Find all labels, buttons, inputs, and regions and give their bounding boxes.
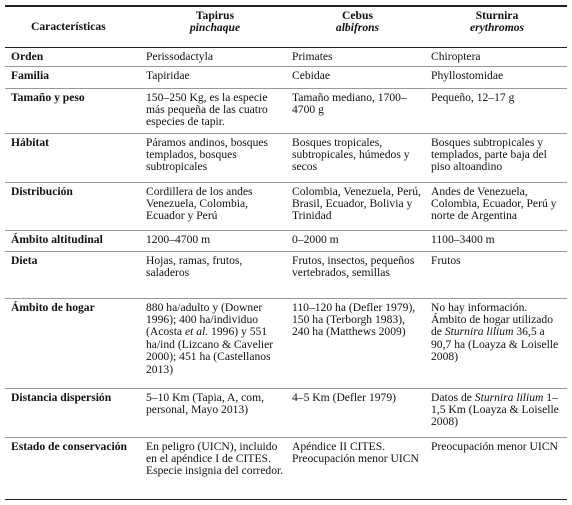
- genus: Sturnira: [475, 9, 519, 22]
- cell: Colombia, Venezuela, Perú, Brasil, Ecuad…: [288, 182, 427, 231]
- cell: No hay información. Ámbito de hogar util…: [427, 298, 567, 389]
- row-label: Hábitat: [5, 133, 142, 183]
- italic-run: et al.: [184, 325, 209, 339]
- text-run: 1–1,5 Km (Loayza & Loiselle 2008): [431, 390, 559, 429]
- row: Distribución Cordillera de los andes Vene…: [5, 182, 567, 231]
- cell: Hojas, ramas, frutos, saladeros: [142, 251, 288, 299]
- cell: En peligro (UICN), incluido en el apéndi…: [142, 437, 288, 500]
- row: Familia Tapiridae Cebidae Phyllostomidae: [5, 66, 567, 89]
- species: pinchaque: [189, 21, 241, 35]
- cell: Páramos andinos, bosques templados, bosq…: [142, 133, 288, 183]
- cell: 4–5 Km (Defler 1979): [288, 388, 427, 438]
- cell: Chiroptera: [427, 47, 567, 67]
- header-cell: Tapirus pinchaque: [142, 5, 288, 48]
- cell: 1200–4700 m: [142, 230, 288, 252]
- header-cell: Cebus albifrons: [288, 5, 427, 48]
- row: Distancia dispersión 5–10 Km (Tapia, A, c…: [5, 388, 567, 438]
- genus: Tapirus: [195, 9, 235, 22]
- header-label: Características: [5, 5, 142, 48]
- genus: Cebus: [342, 9, 373, 22]
- text-run: No hay información. Ámbito de hogar util…: [431, 300, 554, 339]
- cell: Apéndice II CITES. Preocupación menor UI…: [288, 437, 427, 500]
- row-label: Estado de conservación: [5, 437, 142, 500]
- cell: 1100–3400 m: [427, 230, 567, 252]
- cell: Andes de Venezuela, Colombia, Ecuador, P…: [427, 182, 567, 231]
- row-label: Distribución: [5, 182, 142, 231]
- row: Dieta Hojas, ramas, frutos, saladeros Frut…: [5, 251, 567, 299]
- cell: Pequeño, 12–17 g: [427, 88, 567, 134]
- cell: Cebidae: [288, 66, 427, 89]
- header-row: Características Tapirus pinchaque Cebus alb…: [5, 5, 567, 48]
- cell: Tapiridae: [142, 66, 288, 89]
- species: albifrons: [335, 21, 380, 35]
- cell: Bosques subtropicales y templados, parte…: [427, 133, 567, 183]
- row-label: Distancia dispersión: [5, 388, 142, 438]
- cell: Perissodactyla: [142, 47, 288, 67]
- italic-run: Sturnira lilium: [444, 325, 514, 339]
- row: Hábitat Páramos andinos, bosques templado…: [5, 133, 567, 183]
- row: Estado de conservación En peligro (UICN),…: [5, 437, 567, 500]
- row-label: Familia: [5, 66, 142, 89]
- cell: Datos de Sturnira lilium 1–1,5 Km (Loayz…: [427, 388, 567, 438]
- row-label: Ámbito de hogar: [5, 298, 142, 389]
- cell: Cordillera de los andes Venezuela, Colom…: [142, 182, 288, 231]
- row-label: Ámbito altitudinal: [5, 230, 142, 252]
- row: Ámbito altitudinal 1200–4700 m 0–2000 m 110…: [5, 230, 567, 252]
- cell: 150–250 Kg, es la especie más pequeña de…: [142, 88, 288, 134]
- cell: Tamaño mediano, 1700–4700 g: [288, 88, 427, 134]
- row: Ámbito de hogar 880 ha/adulto y (Downer 1…: [5, 298, 567, 389]
- species: erythromos: [469, 21, 525, 35]
- row-label: Orden: [5, 47, 142, 67]
- cell: 5–10 Km (Tapia, A, com, personal, Mayo 2…: [142, 388, 288, 438]
- cell: Frutos: [427, 251, 567, 299]
- italic-run: Sturnira lilium: [474, 390, 544, 404]
- cell: 0–2000 m: [288, 230, 427, 252]
- cell: Phyllostomidae: [427, 66, 567, 89]
- species-table: Características Tapirus pinchaque Cebus alb…: [5, 5, 567, 500]
- text-run: 880 ha/adulto y (Downer 1996); 400 ha/in…: [146, 300, 263, 339]
- row-label: Dieta: [5, 251, 142, 299]
- text-run: 36,5 a 90,7 ha (Loayza & Loiselle 2008): [431, 325, 559, 364]
- cell: Bosques tropicales, subtropicales, húmed…: [288, 133, 427, 183]
- cell: 880 ha/adulto y (Downer 1996); 400 ha/in…: [142, 298, 288, 389]
- text-run: 1996) y 551 ha/ind (Lizcano & Cavelier 2…: [146, 325, 274, 376]
- header-cell: Sturnira erythromos: [427, 5, 567, 48]
- cell: Frutos, insectos, pequeños vertebrados, …: [288, 251, 427, 299]
- row-label: Tamaño y peso: [5, 88, 142, 134]
- cell: 110–120 ha (Defler 1979), 150 ha (Terbor…: [288, 298, 427, 389]
- row: Tamaño y peso 150–250 Kg, es la especie m…: [5, 88, 567, 134]
- row: Orden Perissodactyla Primates Chiroptera: [5, 47, 567, 67]
- cell: Primates: [288, 47, 427, 67]
- text-run: Datos de: [431, 390, 475, 404]
- cell: Preocupación menor UICN: [427, 437, 567, 500]
